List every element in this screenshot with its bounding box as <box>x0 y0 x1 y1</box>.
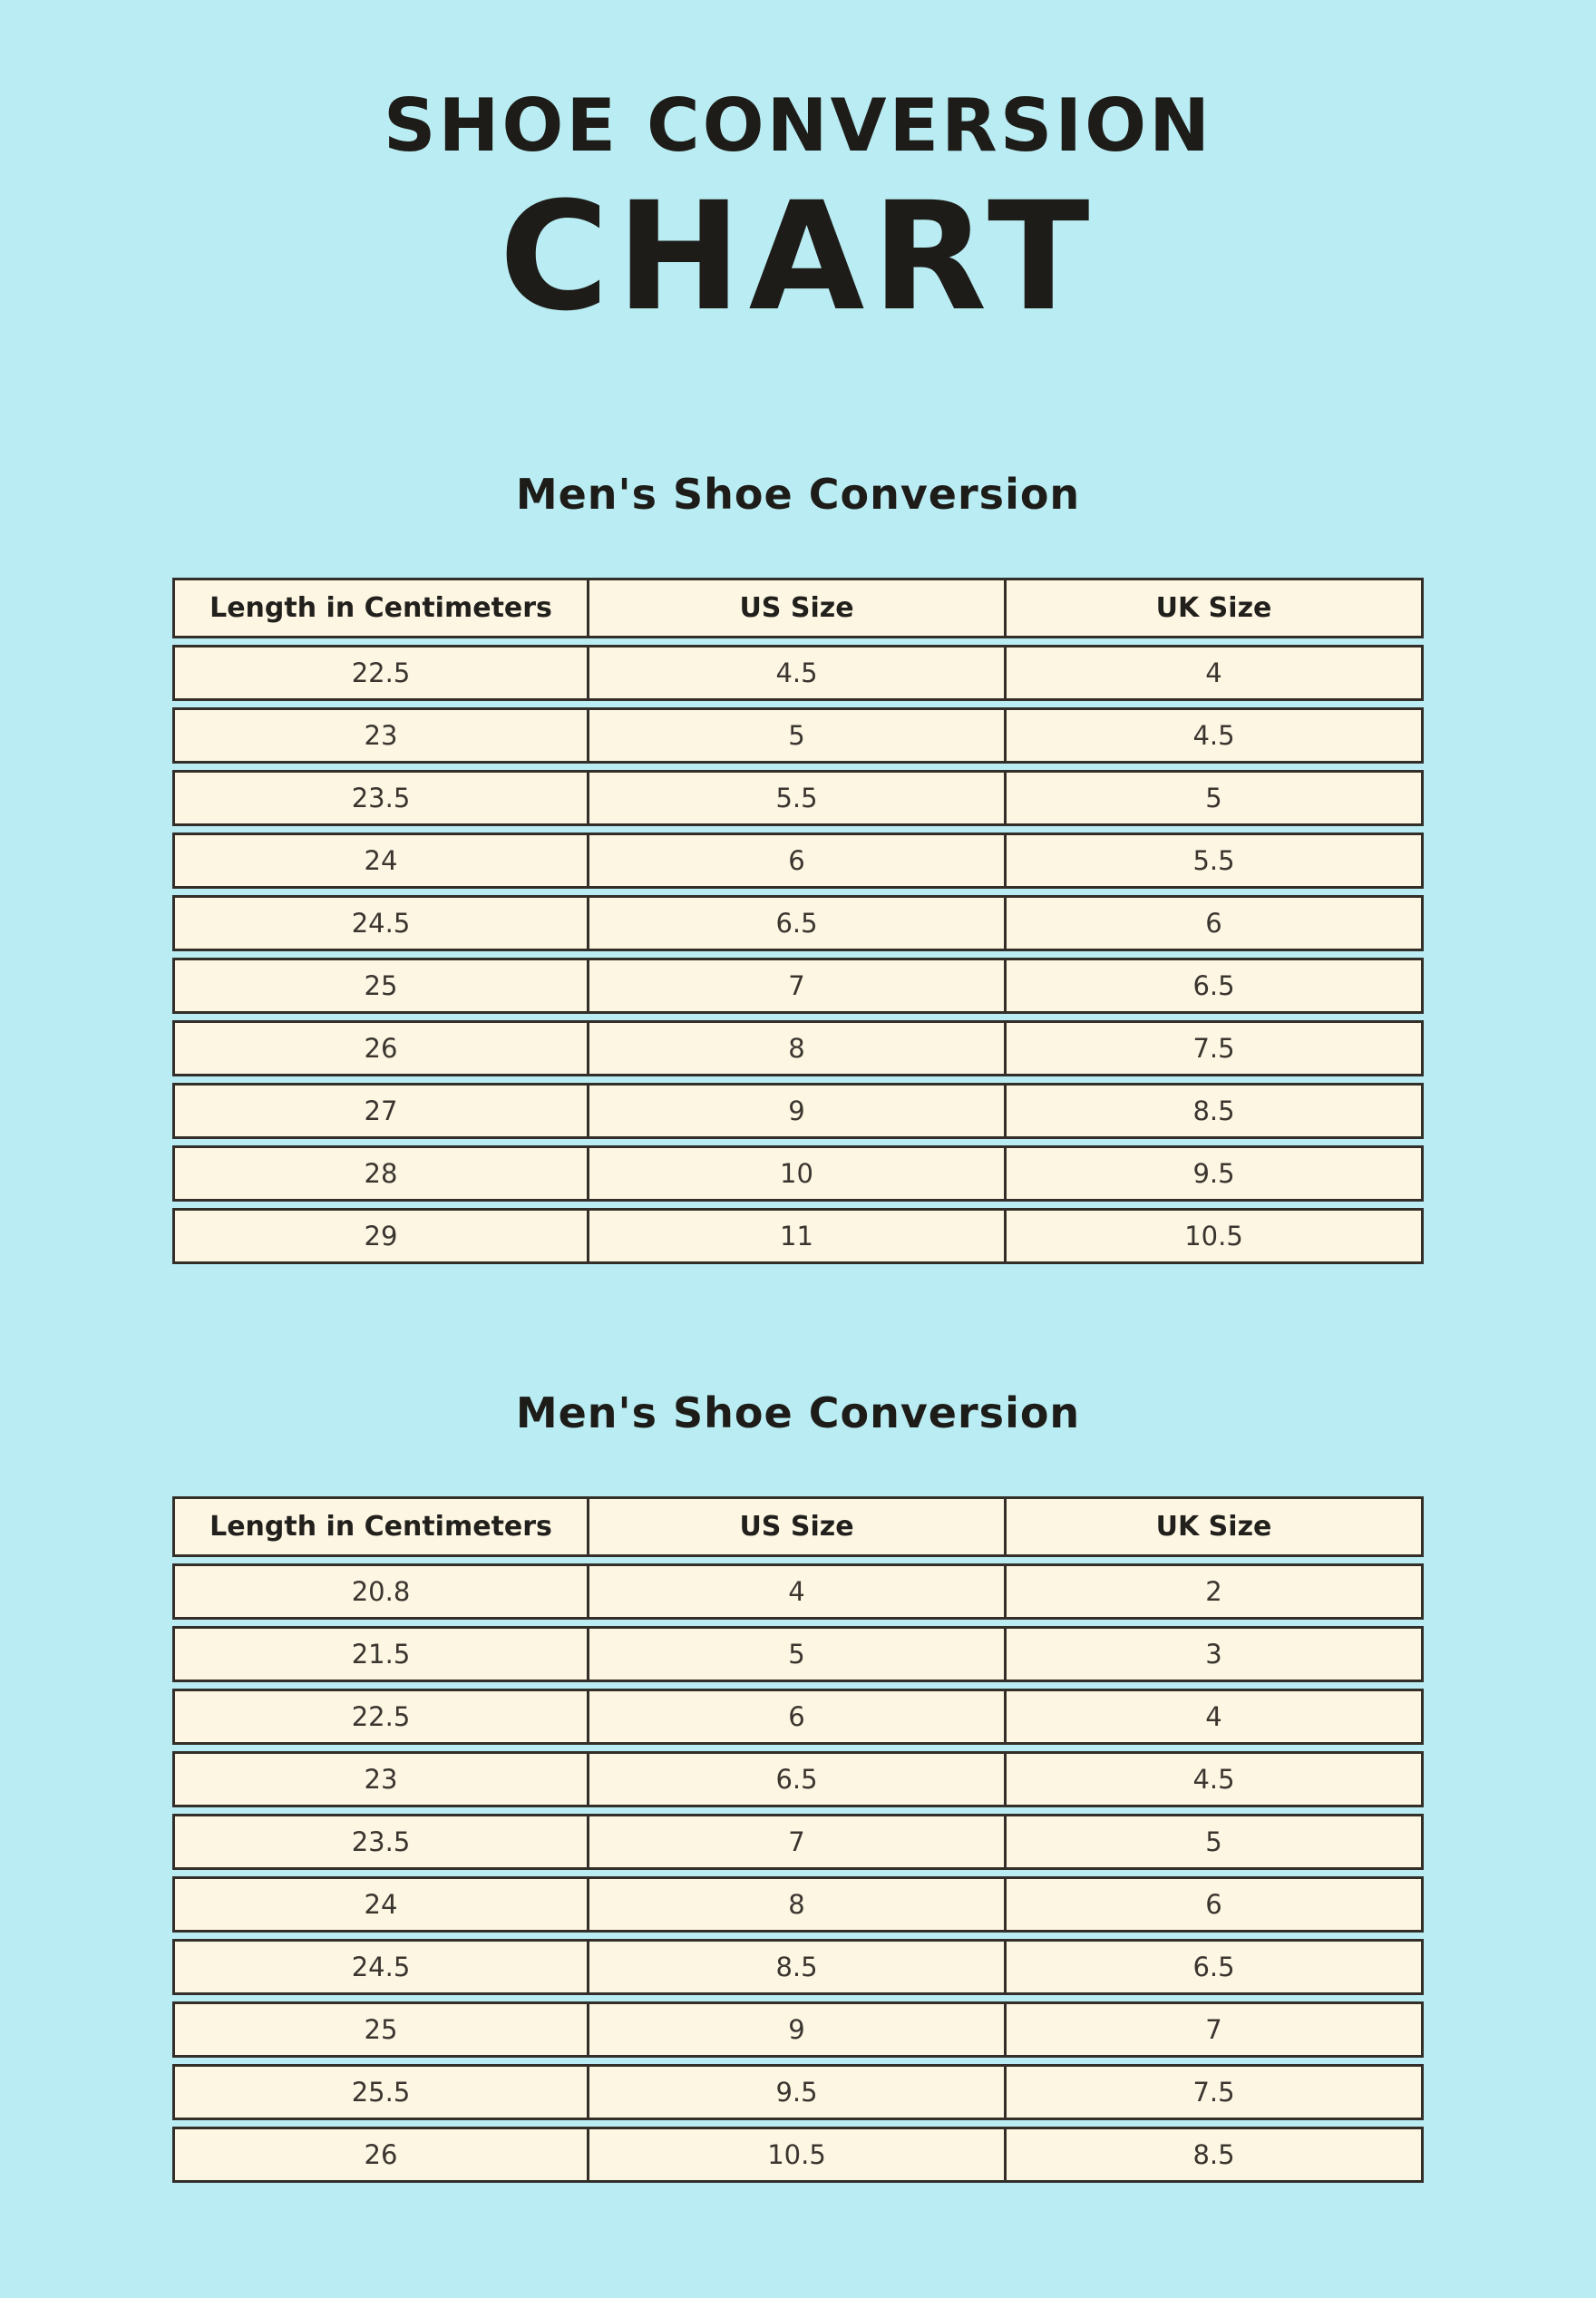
table-cell: 8 <box>589 1876 1007 1933</box>
table-cell: 9 <box>589 1083 1007 1140</box>
table-row: 26 10.5 8.5 <box>172 2127 1424 2184</box>
table-cell: 4.5 <box>1007 1751 1424 1808</box>
table-cell: 7 <box>589 1814 1007 1871</box>
table-cell: 9.5 <box>1007 1145 1424 1203</box>
column-header: US Size <box>589 1496 1007 1558</box>
table-row: 27 9 8.5 <box>172 1083 1424 1140</box>
table-row: 23 6.5 4.5 <box>172 1751 1424 1808</box>
table-row: 29 11 10.5 <box>172 1208 1424 1265</box>
table-row: 28 10 9.5 <box>172 1145 1424 1203</box>
table-cell: 27 <box>172 1083 589 1140</box>
mens-shoe-conversion-section-2: Men's Shoe Conversion Length in Centimet… <box>172 1388 1424 2189</box>
table-cell: 7 <box>589 958 1007 1015</box>
table-cell: 26 <box>172 1020 589 1077</box>
table-row: 26 8 7.5 <box>172 1020 1424 1077</box>
table-row: 25 7 6.5 <box>172 958 1424 1015</box>
table-cell: 10 <box>589 1145 1007 1203</box>
table-cell: 24.5 <box>172 1939 589 1996</box>
table-cell: 6 <box>1007 895 1424 952</box>
table-cell: 6 <box>589 833 1007 890</box>
table-cell: 25 <box>172 958 589 1015</box>
table-cell: 25 <box>172 2001 589 2059</box>
section-heading: Men's Shoe Conversion <box>515 1388 1081 1438</box>
table-cell: 4 <box>1007 645 1424 702</box>
column-header: Length in Centimeters <box>172 578 589 639</box>
column-header: UK Size <box>1007 1496 1424 1558</box>
table-cell: 4 <box>1007 1689 1424 1746</box>
table-cell: 5 <box>589 707 1007 764</box>
table-cell: 8.5 <box>1007 2127 1424 2184</box>
table-cell: 20.8 <box>172 1563 589 1621</box>
table-row: 23 5 4.5 <box>172 707 1424 764</box>
table-cell: 8.5 <box>589 1939 1007 1996</box>
table-cell: 7.5 <box>1007 1020 1424 1077</box>
table-cell: 7 <box>1007 2001 1424 2059</box>
table-cell: 2 <box>1007 1563 1424 1621</box>
table-row: 24.5 6.5 6 <box>172 895 1424 952</box>
section-heading: Men's Shoe Conversion <box>515 470 1081 520</box>
table-cell: 21.5 <box>172 1626 589 1683</box>
column-header: UK Size <box>1007 578 1424 639</box>
mens-shoe-conversion-table-2: Length in Centimeters US Size UK Size 20.8 4… <box>172 1490 1424 2189</box>
table-cell: 23 <box>172 707 589 764</box>
table-cell: 23.5 <box>172 1814 589 1871</box>
table-row: 23.5 5.5 5 <box>172 770 1424 827</box>
table-header-row: Length in Centimeters US Size UK Size <box>172 578 1424 639</box>
table-cell: 7.5 <box>1007 2064 1424 2121</box>
table-header-row: Length in Centimeters US Size UK Size <box>172 1496 1424 1558</box>
table-row: 22.5 4.5 4 <box>172 645 1424 702</box>
table-row: 22.5 6 4 <box>172 1689 1424 1746</box>
page-title-line1: SHOE CONVERSION <box>383 83 1213 168</box>
table-cell: 9 <box>589 2001 1007 2059</box>
table-cell: 6.5 <box>589 895 1007 952</box>
table-row: 20.8 4 2 <box>172 1563 1424 1621</box>
table-row: 24 8 6 <box>172 1876 1424 1933</box>
table-cell: 3 <box>1007 1626 1424 1683</box>
table-row: 25 9 7 <box>172 2001 1424 2059</box>
table-cell: 10.5 <box>1007 1208 1424 1265</box>
table-cell: 24 <box>172 1876 589 1933</box>
table-cell: 28 <box>172 1145 589 1203</box>
table-cell: 11 <box>589 1208 1007 1265</box>
table-row: 25.5 9.5 7.5 <box>172 2064 1424 2121</box>
table-cell: 8 <box>589 1020 1007 1077</box>
table-cell: 10.5 <box>589 2127 1007 2184</box>
table-cell: 6 <box>1007 1876 1424 1933</box>
table-cell: 23.5 <box>172 770 589 827</box>
table-cell: 24.5 <box>172 895 589 952</box>
table-cell: 5 <box>1007 1814 1424 1871</box>
table-row: 24.5 8.5 6.5 <box>172 1939 1424 1996</box>
page-title-line2: CHART <box>499 170 1097 344</box>
table-cell: 5 <box>589 1626 1007 1683</box>
table-cell: 6 <box>589 1689 1007 1746</box>
table-row: 23.5 7 5 <box>172 1814 1424 1871</box>
column-header: US Size <box>589 578 1007 639</box>
table-cell: 4 <box>589 1563 1007 1621</box>
table-cell: 6.5 <box>1007 958 1424 1015</box>
mens-shoe-conversion-section-1: Men's Shoe Conversion Length in Centimet… <box>172 470 1424 1271</box>
page-title-block: SHOE CONVERSION CHART <box>172 86 1424 336</box>
table-cell: 9.5 <box>589 2064 1007 2121</box>
table-row: 24 6 5.5 <box>172 833 1424 890</box>
table-cell: 5.5 <box>589 770 1007 827</box>
table-cell: 6.5 <box>1007 1939 1424 1996</box>
table-cell: 22.5 <box>172 645 589 702</box>
table-cell: 22.5 <box>172 1689 589 1746</box>
table-cell: 8.5 <box>1007 1083 1424 1140</box>
table-cell: 26 <box>172 2127 589 2184</box>
table-cell: 5 <box>1007 770 1424 827</box>
table-cell: 6.5 <box>589 1751 1007 1808</box>
table-cell: 29 <box>172 1208 589 1265</box>
table-cell: 23 <box>172 1751 589 1808</box>
mens-shoe-conversion-table-1: Length in Centimeters US Size UK Size 22.5 4… <box>172 571 1424 1271</box>
table-cell: 25.5 <box>172 2064 589 2121</box>
table-row: 21.5 5 3 <box>172 1626 1424 1683</box>
table-cell: 4.5 <box>1007 707 1424 764</box>
table-cell: 24 <box>172 833 589 890</box>
table-cell: 4.5 <box>589 645 1007 702</box>
column-header: Length in Centimeters <box>172 1496 589 1558</box>
table-cell: 5.5 <box>1007 833 1424 890</box>
